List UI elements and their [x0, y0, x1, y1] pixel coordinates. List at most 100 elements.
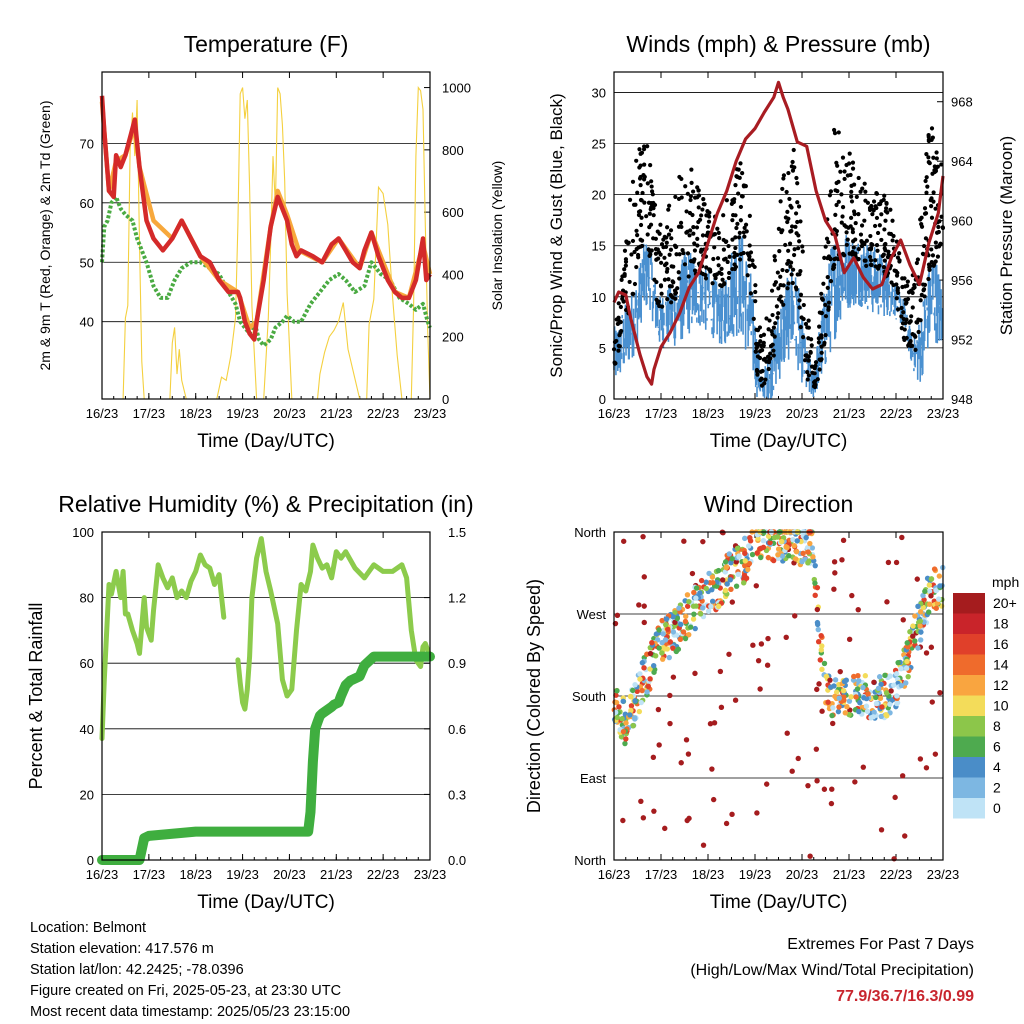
direction-point [634, 688, 640, 695]
gust-point [877, 223, 882, 228]
gust-point [909, 343, 915, 348]
gust-point [635, 233, 640, 238]
direction-point [920, 592, 926, 599]
gust-point [798, 292, 804, 297]
direction-point [814, 686, 820, 693]
speed-legend-label: 10 [993, 698, 1009, 714]
direction-point [650, 754, 657, 761]
gust-point [663, 244, 669, 249]
temperature-xlabel: Time (Day/UTC) [197, 431, 335, 452]
direction-point [915, 645, 921, 651]
gust-point [677, 276, 682, 281]
humidity-ytick-right-label: 0.3 [448, 787, 466, 802]
winds-ytick-right-label: 968 [951, 95, 973, 110]
speed-legend-title: mph [992, 574, 1019, 590]
direction-point [767, 539, 773, 546]
gust-point [687, 233, 692, 238]
direction-point [758, 641, 765, 647]
gust-point [936, 224, 941, 230]
direction-point [914, 576, 920, 582]
direction-point [726, 651, 732, 657]
gust-point [836, 130, 841, 135]
humidity-xtick-label: 16/23 [86, 867, 119, 882]
gust-point [642, 162, 647, 167]
gust-point [759, 347, 765, 353]
direction-point [793, 548, 800, 555]
latlon-label: Station lat/lon: 42.2425; -78.0396 [30, 962, 244, 978]
gust-point [779, 230, 784, 235]
gust-point [848, 172, 853, 178]
winds-xtick-label: 18/23 [692, 406, 725, 421]
gust-point [670, 279, 675, 284]
gust-point [753, 289, 758, 295]
gust-point [617, 344, 622, 349]
gust-point [882, 242, 887, 247]
direction-point [870, 714, 876, 720]
gust-point [867, 254, 873, 260]
gust-point [775, 315, 780, 320]
gust-point [916, 329, 921, 335]
gust-point [934, 150, 939, 155]
gust-point [664, 240, 669, 245]
humidity-xtick-label: 22/23 [367, 867, 400, 882]
gust-point [751, 316, 756, 321]
gust-point [783, 242, 788, 248]
gust-point [823, 302, 828, 307]
gust-point [850, 227, 855, 232]
direction-point [691, 589, 697, 596]
direction-point [616, 704, 622, 710]
direction-point [862, 673, 869, 679]
gust-point [874, 191, 880, 196]
gust-point [795, 181, 800, 186]
direction-point [851, 673, 857, 680]
direction-point [819, 708, 825, 714]
gust-point [703, 276, 709, 281]
gust-point [704, 213, 709, 218]
gust-point [759, 383, 765, 388]
gust-point [822, 255, 827, 260]
gust-point [763, 377, 768, 382]
gust-point [637, 165, 642, 170]
gust-point [870, 242, 875, 247]
gust-point [908, 339, 913, 345]
winds-xlabel: Time (Day/UTC) [710, 431, 848, 452]
gust-point [629, 252, 634, 257]
gust-point [638, 209, 643, 214]
gust-point [873, 258, 878, 263]
direction-point [637, 671, 643, 677]
gust-point [787, 241, 793, 246]
gust-point [634, 158, 639, 163]
gust-point [847, 251, 852, 256]
gust-point [649, 179, 654, 184]
direction-point [628, 703, 635, 709]
gust-point [930, 253, 936, 258]
gust-point [821, 281, 826, 286]
gust-point [685, 251, 691, 256]
humidity-xtick-label: 17/23 [133, 867, 166, 882]
humidity-xtick-label: 23/23 [414, 867, 447, 882]
gust-point [639, 238, 645, 243]
direction-point [910, 623, 916, 629]
direction-point [632, 698, 638, 704]
direction-point [876, 674, 883, 680]
gust-point [893, 269, 899, 274]
gust-point [914, 320, 919, 325]
direction-xtick-label: 22/23 [880, 867, 913, 882]
speed-legend-swatch [953, 695, 985, 716]
gust-point [842, 176, 847, 182]
temperature-9m-line [99, 101, 433, 330]
gust-point [903, 297, 908, 302]
direction-point [685, 751, 692, 757]
gust-point [658, 283, 664, 288]
gust-point [828, 189, 834, 194]
direction-point [831, 586, 837, 592]
direction-point [818, 647, 824, 653]
temperature-xtick-label: 22/23 [367, 406, 400, 421]
gust-point [819, 310, 824, 316]
direction-point [620, 728, 627, 735]
gust-point [640, 190, 645, 196]
direction-point [846, 636, 853, 643]
direction-point [715, 603, 722, 609]
gust-point [664, 261, 669, 266]
gust-point [929, 196, 934, 201]
